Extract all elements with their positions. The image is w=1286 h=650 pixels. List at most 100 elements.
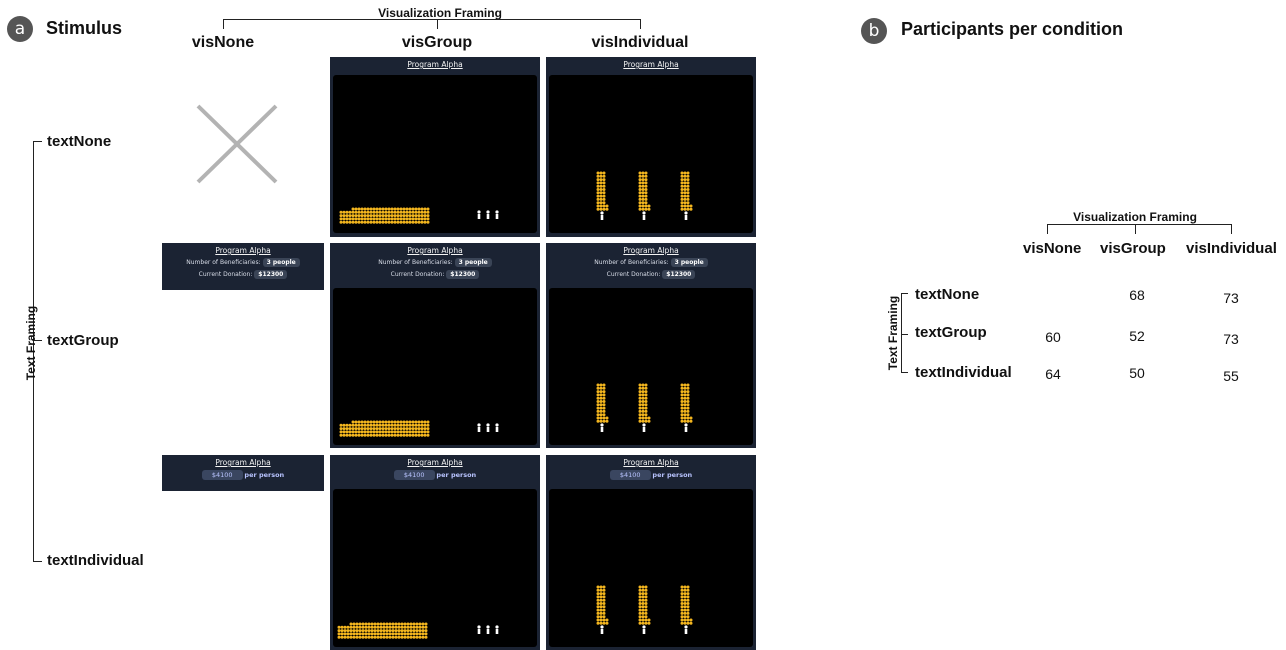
coin-icon [405, 427, 409, 431]
coin-icon [349, 622, 353, 626]
coin-icon [366, 430, 370, 434]
program-title: Program Alpha [623, 60, 679, 69]
b-row-tick-mid [901, 334, 908, 335]
coin-icon [599, 383, 603, 387]
coin-icon [689, 416, 693, 420]
coin-icon [391, 622, 395, 626]
coin-icon [355, 632, 359, 636]
coin-icon [357, 430, 361, 434]
col-axis-tick-mid [437, 19, 438, 29]
coin-icon [599, 413, 603, 417]
coin-icon [402, 210, 406, 214]
coin-icon [394, 632, 398, 636]
coin-icon [596, 396, 600, 400]
coin-icon [683, 621, 687, 625]
coin-icon [406, 622, 410, 626]
coin-icon [396, 430, 400, 434]
coin-icon [680, 178, 684, 182]
coin-icon [418, 629, 422, 633]
coin-icon [638, 403, 642, 407]
coin-icon [596, 390, 600, 394]
coin-icon [644, 383, 648, 387]
coin-icon [411, 217, 415, 221]
coin-icon [369, 430, 373, 434]
b-row-axis-title: Text Framing [886, 295, 900, 371]
coin-icon [599, 592, 603, 596]
coin-icon [397, 629, 401, 633]
coin-icon [596, 413, 600, 417]
coin-icon [644, 588, 648, 592]
b-col-head-visindividual: visIndividual [1186, 240, 1277, 257]
coin-icon [388, 622, 392, 626]
coin-icon [351, 420, 355, 424]
coin-icon [686, 393, 690, 397]
coin-icon [357, 433, 361, 437]
coin-icon [393, 420, 397, 424]
coin-icon [361, 632, 365, 636]
coin-icon [354, 420, 358, 424]
coin-icon [403, 635, 407, 639]
coin-icon [421, 625, 425, 629]
coin-icon [638, 201, 642, 205]
person-icon-body [684, 427, 688, 432]
coin-icon [394, 622, 398, 626]
coin-icon [387, 217, 391, 221]
coin-icon [393, 220, 397, 224]
coin-icon [680, 595, 684, 599]
coin-icon [381, 220, 385, 224]
b-row-head-textindividual: textIndividual [915, 364, 1012, 381]
coin-icon [349, 625, 353, 629]
coin-icon [680, 396, 684, 400]
coin-icon [366, 433, 370, 437]
coin-icon [390, 430, 394, 434]
coin-icon [417, 420, 421, 424]
person-icon-body [600, 427, 604, 432]
coin-icon [417, 214, 421, 218]
coin-icon [387, 207, 391, 211]
coin-icon [394, 635, 398, 639]
coin-icon [358, 632, 362, 636]
coin-icon [402, 207, 406, 211]
person-icon-body [684, 215, 688, 220]
coin-icon [355, 635, 359, 639]
coin-icon [372, 423, 376, 427]
coin-icon [409, 635, 413, 639]
coin-icon [414, 214, 418, 218]
coin-icon [680, 403, 684, 407]
coin-icon [378, 427, 382, 431]
coin-icon [369, 207, 373, 211]
coin-icon [602, 204, 606, 208]
coin-icon [641, 386, 645, 390]
coin-icon [423, 217, 427, 221]
coin-icon [388, 632, 392, 636]
coin-icon [405, 217, 409, 221]
coin-icon [596, 403, 600, 407]
coin-icon [596, 204, 600, 208]
coin-icon [339, 214, 343, 218]
coin-icon [375, 420, 379, 424]
coin-icon [364, 635, 368, 639]
coin-icon [599, 608, 603, 612]
coin-icon [408, 210, 412, 214]
coin-icon [641, 419, 645, 423]
coin-icon [638, 400, 642, 403]
coin-icon [644, 598, 648, 602]
coin-icon [381, 433, 385, 437]
coin-icon [400, 632, 404, 636]
coin-icon [426, 207, 430, 211]
coin-icon [680, 598, 684, 602]
coin-icon [393, 427, 397, 431]
coin-icon [376, 622, 380, 626]
coin-icon [641, 171, 645, 175]
program-title: Program Alpha [407, 458, 463, 467]
coin-icon [596, 171, 600, 175]
coin-icon [599, 181, 603, 185]
person-icon [477, 210, 481, 214]
coin-icon [638, 390, 642, 394]
coin-icon [382, 629, 386, 633]
coin-icon [423, 220, 427, 224]
coin-icon [680, 204, 684, 208]
coin-icon [638, 188, 642, 191]
coin-icon [602, 396, 606, 400]
coin-icon [351, 210, 355, 214]
